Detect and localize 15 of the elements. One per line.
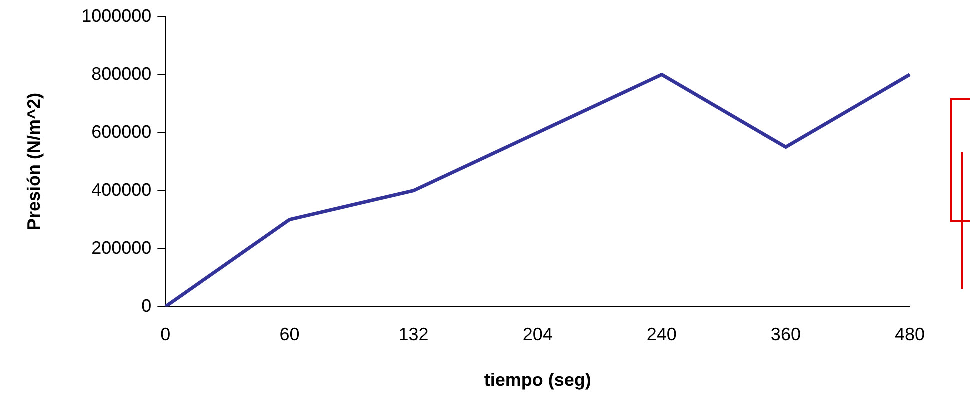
x-tick-label: 60 (280, 324, 300, 345)
x-tick-label: 480 (894, 324, 926, 345)
x-tick-label: 240 (646, 324, 677, 345)
x-tick-label: 0 (160, 324, 171, 345)
x-tick-label: 204 (522, 324, 553, 345)
y-tick-label: 600000 (92, 122, 152, 142)
y-tick-label: 200000 (92, 238, 152, 258)
x-axis-title: tiempo (seg) (484, 370, 592, 390)
y-tick-label: 0 (142, 296, 152, 316)
x-tick-label: 360 (770, 324, 801, 345)
x-tick-label: 132 (398, 324, 429, 345)
y-tick-label: 1000000 (82, 6, 152, 26)
y-axis-title: Presión (N/m^2) (24, 93, 44, 231)
y-tick-label: 800000 (92, 64, 152, 84)
y-tick-label: 400000 (92, 180, 152, 200)
